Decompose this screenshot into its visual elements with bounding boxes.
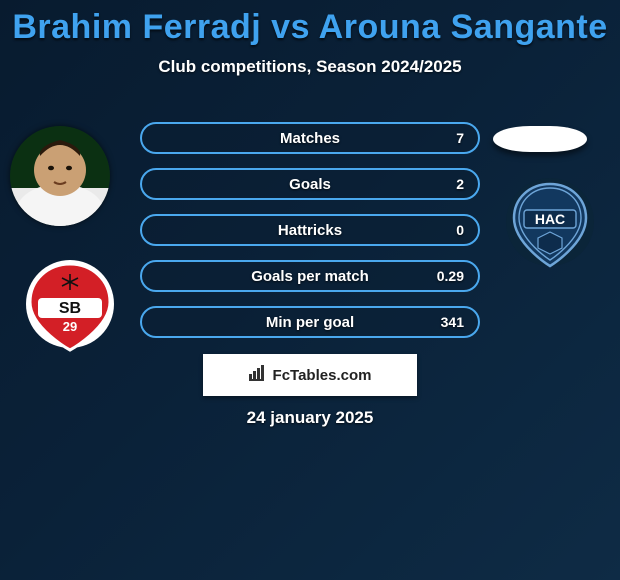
stat-label: Min per goal <box>266 314 354 331</box>
stat-label: Goals per match <box>251 268 369 285</box>
branding-badge: FcTables.com <box>203 354 417 396</box>
club-left-crest: SB 29 <box>20 258 120 358</box>
svg-text:29: 29 <box>63 319 77 334</box>
stat-row-goals: Goals 2 <box>140 168 480 200</box>
page-title: Brahim Ferradj vs Arouna Sangante <box>0 0 620 47</box>
stat-value-right: 0 <box>456 222 464 238</box>
stat-value-right: 7 <box>456 130 464 146</box>
stat-label: Matches <box>280 130 340 147</box>
club-right-crest: HAC <box>500 176 600 276</box>
player-right-avatar <box>493 126 587 152</box>
branding-text: FcTables.com <box>273 367 372 384</box>
stat-row-hattricks: Hattricks 0 <box>140 214 480 246</box>
svg-text:SB: SB <box>59 300 81 317</box>
stat-value-right: 2 <box>456 176 464 192</box>
stat-label: Hattricks <box>278 222 342 239</box>
stat-row-gpm: Goals per match 0.29 <box>140 260 480 292</box>
date-text: 24 january 2025 <box>247 408 374 428</box>
stat-label: Goals <box>289 176 331 193</box>
stats-panel: Matches 7 Goals 2 Hattricks 0 Goals per … <box>140 122 480 352</box>
bar-chart-icon <box>249 365 267 386</box>
stat-row-mpg: Min per goal 341 <box>140 306 480 338</box>
stat-row-matches: Matches 7 <box>140 122 480 154</box>
stat-value-right: 341 <box>441 314 464 330</box>
subtitle: Club competitions, Season 2024/2025 <box>0 57 620 77</box>
svg-text:HAC: HAC <box>535 211 565 227</box>
player-left-avatar <box>10 126 110 226</box>
stat-value-right: 0.29 <box>437 268 464 284</box>
